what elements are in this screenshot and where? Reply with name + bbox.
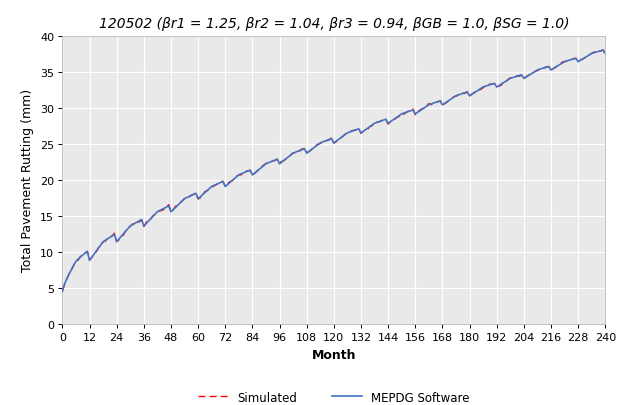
Simulated <box>495 84 503 89</box>
Simulated <box>120 233 127 238</box>
Simulated <box>265 161 272 166</box>
MEPDG Software <box>120 232 127 237</box>
Line: Simulated: Simulated <box>62 51 605 291</box>
MEPDG Software <box>495 84 503 89</box>
Y-axis label: Total Pavement Rutting (mm): Total Pavement Rutting (mm) <box>21 89 34 272</box>
MEPDG Software <box>369 123 376 128</box>
Simulated <box>602 52 609 57</box>
Simulated <box>369 124 376 129</box>
X-axis label: Month: Month <box>311 348 356 361</box>
Simulated <box>599 48 607 53</box>
Simulated <box>459 92 467 96</box>
Title: 120502 (βr1 = 1.25, βr2 = 1.04, βr3 = 0.94, βGB = 1.0, βSG = 1.0): 120502 (βr1 = 1.25, βr2 = 1.04, βr3 = 0.… <box>99 17 569 31</box>
Legend: Simulated, MEPDG Software: Simulated, MEPDG Software <box>195 388 473 405</box>
MEPDG Software <box>599 49 607 53</box>
MEPDG Software <box>59 289 66 294</box>
Simulated <box>595 50 602 55</box>
MEPDG Software <box>595 50 602 55</box>
MEPDG Software <box>265 161 272 166</box>
MEPDG Software <box>459 92 467 97</box>
MEPDG Software <box>602 52 609 57</box>
Line: MEPDG Software: MEPDG Software <box>62 51 605 292</box>
Simulated <box>59 288 66 293</box>
